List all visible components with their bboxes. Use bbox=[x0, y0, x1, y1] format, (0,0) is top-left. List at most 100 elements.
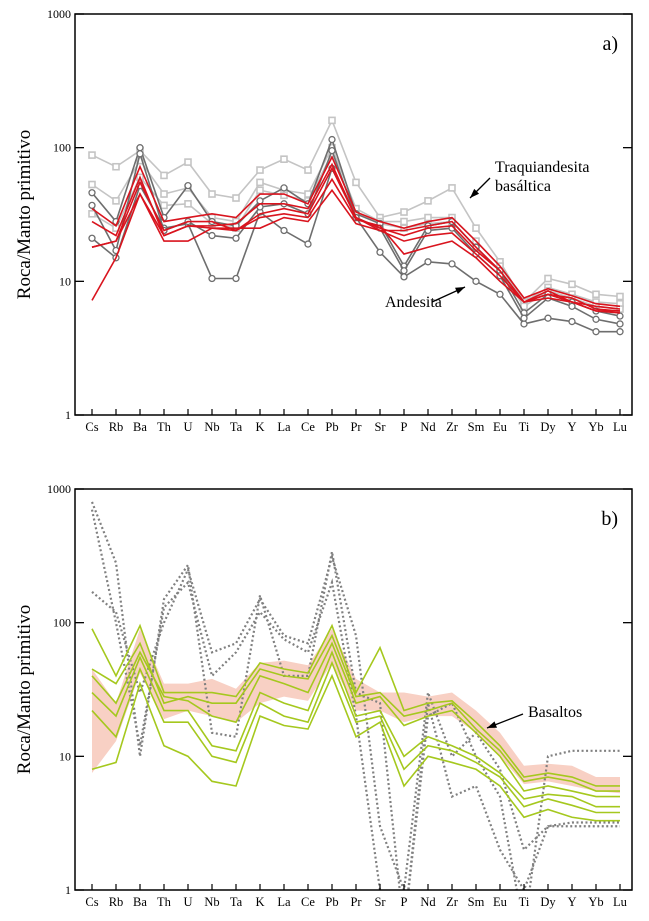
marker bbox=[304, 240, 312, 248]
marker bbox=[160, 171, 168, 180]
plot-frame bbox=[74, 13, 633, 416]
x-tick-label: Sm bbox=[468, 895, 485, 909]
marker bbox=[616, 328, 624, 336]
panel-label: b) bbox=[601, 508, 618, 530]
marker bbox=[424, 213, 432, 222]
marker bbox=[544, 314, 552, 322]
x-tick-label: Dy bbox=[540, 420, 556, 434]
series-line bbox=[91, 660, 620, 814]
x-tick-label: K bbox=[255, 420, 264, 434]
series-line bbox=[91, 641, 620, 798]
x-tick-label: Eu bbox=[493, 895, 508, 909]
y-axis-label: Roca/Manto primitivo bbox=[14, 605, 35, 774]
arrow-head bbox=[470, 188, 480, 198]
x-tick-label: Lu bbox=[613, 895, 628, 909]
x-tick-label: Lu bbox=[613, 420, 628, 434]
marker bbox=[160, 201, 168, 210]
marker bbox=[184, 158, 192, 166]
marker bbox=[376, 248, 384, 256]
marker bbox=[232, 234, 240, 242]
marker bbox=[400, 217, 408, 226]
marker bbox=[616, 312, 624, 320]
marker bbox=[184, 200, 192, 208]
panel-label: a) bbox=[602, 33, 618, 55]
marker bbox=[616, 320, 624, 328]
marker bbox=[424, 197, 432, 205]
marker bbox=[400, 267, 408, 275]
marker bbox=[280, 184, 288, 192]
x-tick-label: Pb bbox=[325, 895, 338, 909]
arrow-head bbox=[487, 721, 497, 728]
marker bbox=[448, 184, 456, 192]
marker bbox=[304, 166, 312, 174]
marker bbox=[88, 234, 96, 242]
x-tick-label: Dy bbox=[540, 895, 556, 909]
plot-area bbox=[90, 501, 620, 890]
marker bbox=[112, 162, 120, 171]
x-tick-label: Cs bbox=[85, 895, 98, 909]
x-tick-label: P bbox=[401, 895, 408, 909]
x-tick-label: Nb bbox=[204, 895, 219, 909]
marker bbox=[568, 302, 576, 310]
x-tick-label: Yb bbox=[588, 895, 603, 909]
y-tick-label: 1 bbox=[65, 883, 71, 897]
marker bbox=[520, 320, 528, 328]
marker bbox=[448, 260, 456, 268]
marker bbox=[88, 151, 96, 159]
marker bbox=[184, 181, 192, 190]
x-tick-label: Ce bbox=[301, 420, 315, 434]
marker bbox=[160, 190, 168, 198]
marker bbox=[88, 210, 96, 218]
y-tick-label: 1000 bbox=[47, 482, 71, 496]
marker bbox=[136, 144, 144, 152]
marker bbox=[208, 274, 216, 283]
marker bbox=[88, 180, 96, 189]
x-tick-label: Ta bbox=[230, 420, 243, 434]
x-tick-label: Zr bbox=[446, 420, 459, 434]
x-tick-label: Nd bbox=[420, 895, 436, 909]
y-tick-label: 10 bbox=[59, 274, 71, 288]
plot-area bbox=[88, 116, 624, 336]
x-tick-label: Ti bbox=[519, 895, 530, 909]
marker bbox=[136, 156, 144, 165]
marker bbox=[472, 224, 480, 232]
marker bbox=[208, 231, 216, 240]
x-tick-label: Th bbox=[157, 895, 172, 909]
x-tick-label: Cs bbox=[85, 420, 98, 434]
marker bbox=[592, 290, 600, 299]
x-tick-label: K bbox=[255, 895, 264, 909]
marker bbox=[208, 190, 216, 198]
marker bbox=[496, 290, 504, 298]
marker bbox=[592, 315, 600, 323]
y-tick-label: 100 bbox=[53, 141, 71, 155]
x-tick-label: Yb bbox=[588, 420, 603, 434]
y-tick-label: 1 bbox=[65, 408, 71, 422]
marker bbox=[400, 208, 408, 216]
marker bbox=[568, 280, 576, 289]
x-tick-label: Pr bbox=[350, 895, 362, 909]
annotation: Basaltos bbox=[528, 704, 582, 721]
x-tick-label: Y bbox=[567, 420, 576, 434]
x-tick-label: Ba bbox=[133, 895, 147, 909]
series-line bbox=[91, 553, 620, 890]
x-tick-label: Rb bbox=[109, 420, 124, 434]
y-tick-label: 1000 bbox=[47, 7, 71, 21]
marker bbox=[256, 178, 264, 187]
marker bbox=[232, 194, 240, 202]
marker bbox=[328, 116, 336, 125]
plot-frame bbox=[74, 488, 633, 891]
x-tick-label: Pr bbox=[350, 420, 362, 434]
x-tick-label: U bbox=[183, 895, 192, 909]
marker bbox=[328, 135, 336, 144]
marker bbox=[328, 146, 336, 155]
annotation: Andesita bbox=[385, 294, 442, 311]
y-axis-label: Roca/Manto primitivo bbox=[14, 130, 35, 299]
marker bbox=[520, 314, 528, 322]
x-tick-label: U bbox=[183, 420, 192, 434]
marker bbox=[256, 197, 264, 205]
x-tick-label: Ti bbox=[519, 420, 530, 434]
marker bbox=[400, 273, 408, 281]
marker bbox=[568, 317, 576, 326]
x-tick-label: Ta bbox=[230, 895, 243, 909]
